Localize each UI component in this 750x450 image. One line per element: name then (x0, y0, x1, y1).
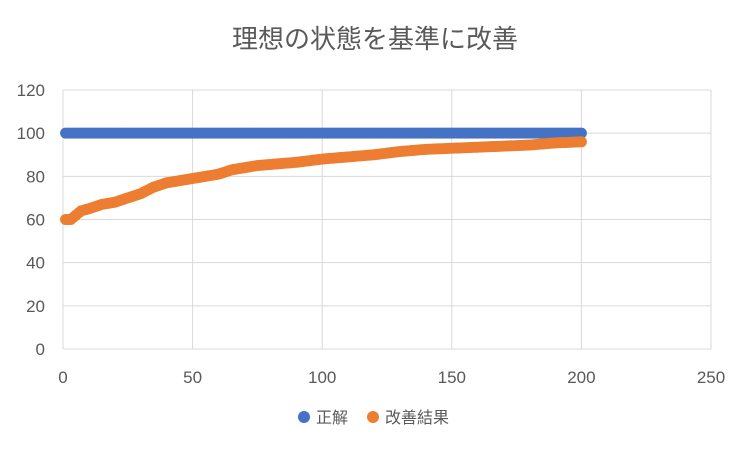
legend-marker-series-2 (367, 411, 379, 423)
y-tick-label: 60 (26, 211, 45, 230)
y-tick-label: 80 (26, 167, 45, 186)
data-point (575, 136, 587, 148)
x-tick-label: 250 (697, 368, 725, 387)
series-2 (60, 136, 587, 225)
y-tick-label: 40 (26, 254, 45, 273)
y-tick-label: 100 (17, 124, 45, 143)
x-tick-label: 150 (438, 368, 466, 387)
x-tick-label: 100 (308, 368, 336, 387)
x-tick-label: 0 (58, 368, 67, 387)
series-1 (60, 127, 587, 139)
y-tick-label: 20 (26, 297, 45, 316)
data-point (575, 127, 587, 139)
legend-label-series-2: 改善結果 (385, 408, 449, 427)
series-layer (60, 127, 587, 225)
chart-title: 理想の状態を基準に改善 (232, 25, 518, 55)
y-axis-ticks: 0 20 40 60 80 100 120 (17, 81, 45, 359)
y-tick-label: 0 (36, 340, 45, 359)
y-tick-label: 120 (17, 81, 45, 100)
legend-label-series-1: 正解 (316, 408, 348, 427)
x-tick-label: 50 (183, 368, 202, 387)
x-tick-label: 200 (567, 368, 595, 387)
legend: 正解 改善結果 (298, 408, 449, 427)
x-axis-ticks: 0 50 100 150 200 250 (58, 368, 725, 387)
legend-marker-series-1 (298, 411, 310, 423)
